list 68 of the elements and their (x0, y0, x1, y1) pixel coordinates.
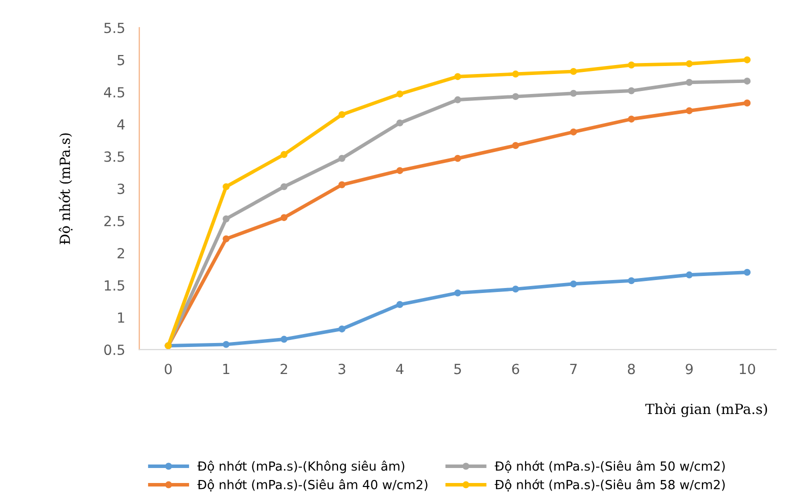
y-tick-label: 1 (118, 312, 124, 323)
legend-label: Độ nhớt (mPa.s)-(Siêu âm 58 w/cm2) (494, 479, 725, 492)
point (280, 151, 288, 158)
point (570, 280, 577, 288)
point (512, 142, 520, 149)
point (338, 111, 346, 118)
point (396, 90, 404, 98)
x-tick-label: 6 (512, 364, 520, 374)
point (744, 78, 751, 85)
point (744, 100, 751, 106)
point (686, 271, 693, 278)
point (222, 235, 230, 242)
x-tick-label: 1 (223, 364, 230, 374)
point (396, 167, 404, 174)
y-tick-label: 2.5 (104, 216, 124, 226)
point (744, 268, 751, 276)
point (396, 301, 404, 308)
point (744, 56, 751, 64)
y-tick-label: 5 (118, 55, 124, 66)
x-tick-label: 10 (740, 364, 756, 374)
y-tick-label: 4 (117, 119, 125, 130)
point (570, 68, 577, 75)
point (628, 277, 635, 284)
point (338, 154, 346, 162)
point (454, 154, 462, 162)
point (628, 116, 635, 123)
x-tick-label: 9 (686, 364, 693, 374)
point (628, 62, 635, 68)
point (396, 119, 404, 126)
point (222, 340, 230, 348)
x-tick-label: 3 (338, 364, 346, 374)
y-tick-label: 3.5 (104, 151, 124, 162)
point (628, 87, 635, 94)
point (280, 336, 288, 343)
point (512, 93, 520, 100)
legend-label: Độ nhớt (mPa.s)-(Siêu âm 40 w/cm2) (197, 479, 428, 492)
point (280, 214, 288, 222)
point (280, 183, 288, 190)
x-tick-label: 7 (570, 364, 577, 374)
point (338, 326, 346, 332)
y-tick-label: 3 (118, 184, 124, 194)
point (454, 73, 462, 80)
point (512, 286, 520, 293)
legend-label: Độ nhớt (mPa.s)-(Siêu âm 50 w/cm2) (494, 460, 725, 473)
legend-label: Độ nhớt (mPa.s)-(Không siêu âm) (197, 460, 404, 474)
y-tick-label: 0.5 (104, 344, 124, 356)
x-tick-label: 2 (280, 364, 288, 374)
point (570, 90, 577, 97)
y-tick-label: 2 (118, 248, 124, 258)
point (686, 107, 693, 114)
y-axis-title: Độ nhớt (mPa.s) (58, 133, 72, 244)
point (512, 70, 520, 78)
point (686, 60, 693, 68)
point (454, 289, 462, 296)
x-tick-label: 4 (396, 364, 404, 374)
x-tick-label: 5 (454, 364, 461, 374)
x-axis-title: Thời gian (mPa.s) (645, 402, 768, 418)
point (454, 96, 462, 104)
point (338, 181, 346, 188)
point (570, 128, 577, 136)
point (686, 78, 693, 86)
y-tick-label: 1.5 (104, 280, 124, 291)
y-tick-label: 5.5 (104, 22, 124, 34)
point (222, 215, 230, 222)
x-tick-label: 8 (628, 364, 635, 374)
y-tick-label: 4.5 (104, 87, 124, 98)
point (222, 183, 230, 190)
x-tick-label: 0 (164, 364, 172, 374)
